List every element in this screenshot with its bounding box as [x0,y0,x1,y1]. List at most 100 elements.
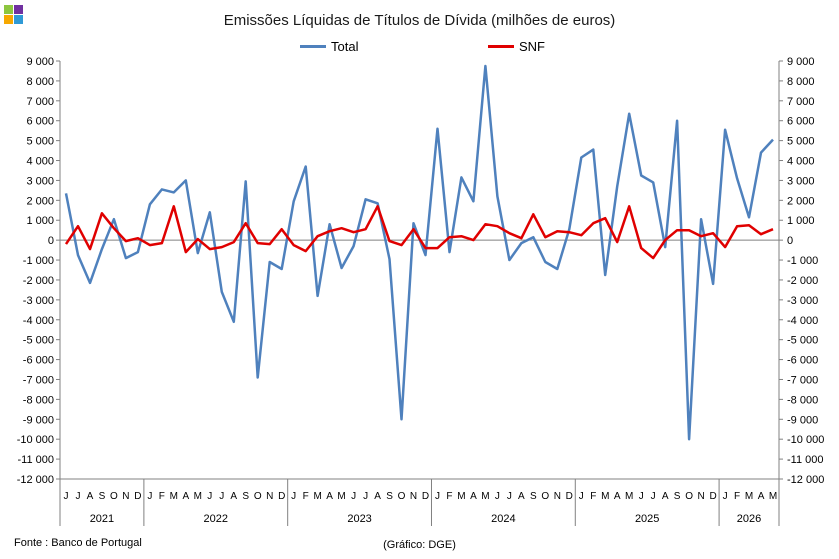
y-tick-label-left: -9 000 [23,414,54,426]
x-tick-label-month: M [194,491,202,502]
y-tick-label-left: 9 000 [26,56,54,68]
x-tick-label-month: N [266,491,273,502]
y-tick-label-right: -11 000 [787,454,824,466]
y-tick-label-left: -6 000 [23,355,54,367]
logo-square-4 [14,15,23,24]
legend-item-total: Total [300,38,358,54]
y-tick-label-right: 9 000 [787,56,815,68]
x-tick-label-month: M [457,491,465,502]
x-tick-label-month: J [207,491,212,502]
x-tick-label-year: 2026 [737,513,761,525]
x-tick-label-month: J [75,491,80,502]
x-tick-label-month: A [470,491,477,502]
x-tick-label-month: A [230,491,237,502]
y-tick-label-right: 6 000 [787,116,815,128]
series-line-snf [64,205,774,260]
x-tick-label-month: F [303,491,309,502]
x-tick-label-month: N [554,491,561,502]
y-tick-label-left: 1 000 [26,215,54,227]
x-tick-label-month: S [386,491,393,502]
x-tick-label-month: F [590,491,596,502]
x-tick-label-month: M [337,491,345,502]
y-tick-label-left: -1 000 [23,255,54,267]
y-tick-label-left: 5 000 [26,136,54,148]
x-tick-label-month: F [159,491,165,502]
source-note: Fonte : Banco de Portugal [14,537,142,549]
x-tick-label-month: S [530,491,537,502]
x-tick-label-month: A [662,491,669,502]
y-tick-label-right: -4 000 [787,315,818,327]
y-tick-label-right: -12 000 [787,474,824,486]
y-tick-label-left: 7 000 [26,96,54,108]
logo-square-2 [14,5,23,14]
x-tick-label-month: J [63,491,68,502]
x-tick-label-month: O [398,491,406,502]
x-tick-label-month: J [351,491,356,502]
x-tick-label-month: J [147,491,152,502]
x-tick-label-month: J [435,491,440,502]
x-tick-label-month: S [242,491,249,502]
legend-swatch-snf [488,44,514,48]
x-tick-label-month: A [87,491,94,502]
x-tick-label-month: A [614,491,621,502]
x-tick-label-month: A [182,491,189,502]
credit-note: (Gráfico: DGE) [383,539,456,551]
logo-square-1 [4,5,13,14]
x-tick-label-month: M [170,491,178,502]
x-tick-label-month: O [110,491,118,502]
x-tick-label-month: M [625,491,633,502]
y-tick-label-right: -8 000 [787,394,818,406]
y-tick-label-right: -10 000 [787,434,824,446]
y-tick-label-right: -5 000 [787,335,818,347]
legend-label-snf: SNF [519,38,545,54]
x-tick-label-month: M [481,491,489,502]
chart-title: Emissões Líquidas de Títulos de Dívida (… [223,12,616,29]
y-tick-label-right: -9 000 [787,414,818,426]
legend-swatch-total [300,44,326,48]
y-tick-label-left: 0 [48,235,54,247]
x-tick-label-month: A [374,491,381,502]
x-tick-label-year: 2025 [635,513,659,525]
y-tick-label-left: -3 000 [23,295,54,307]
x-tick-label-month: D [278,491,285,502]
x-tick-label-month: J [639,491,644,502]
x-tick-label-month: D [566,491,573,502]
y-tick-label-left: -10 000 [17,434,54,446]
y-tick-label-right: 3 000 [787,175,815,187]
x-tick-label-month: S [99,491,106,502]
y-tick-label-right: 8 000 [787,76,815,88]
y-tick-label-left: -7 000 [23,374,54,386]
y-tick-label-left: -12 000 [17,474,54,486]
x-tick-label-year: 2022 [204,513,228,525]
x-tick-label-month: A [518,491,525,502]
legend-label-total: Total [331,38,359,54]
x-tick-label-month: M [769,491,777,502]
y-tick-label-right: 5 000 [787,136,815,148]
x-tick-label-month: S [674,491,681,502]
y-tick-label-left: 4 000 [26,156,54,168]
y-tick-label-left: -2 000 [23,275,54,287]
x-tick-label-month: F [734,491,740,502]
y-tick-label-right: -2 000 [787,275,818,287]
x-tick-label-month: J [651,491,656,502]
x-tick-label-month: A [326,491,333,502]
x-tick-label-month: O [541,491,549,502]
x-tick-label-month: N [122,491,129,502]
x-tick-label-year: 2023 [347,513,371,525]
x-tick-label-month: J [291,491,296,502]
x-tick-label-month: M [601,491,609,502]
y-tick-label-left: 6 000 [26,116,54,128]
x-tick-label-month: J [495,491,500,502]
x-tick-label-month: J [723,491,728,502]
x-tick-label-month: F [446,491,452,502]
x-tick-label-year: 2021 [90,513,114,525]
x-tick-label-month: O [685,491,693,502]
x-tick-label-month: N [697,491,704,502]
x-tick-label-month: J [219,491,224,502]
y-tick-label-left: -11 000 [18,454,55,466]
y-tick-label-left: -8 000 [23,394,54,406]
y-tick-label-right: -1 000 [787,255,818,267]
y-tick-label-right: 1 000 [787,215,815,227]
y-tick-label-right: -3 000 [787,295,818,307]
